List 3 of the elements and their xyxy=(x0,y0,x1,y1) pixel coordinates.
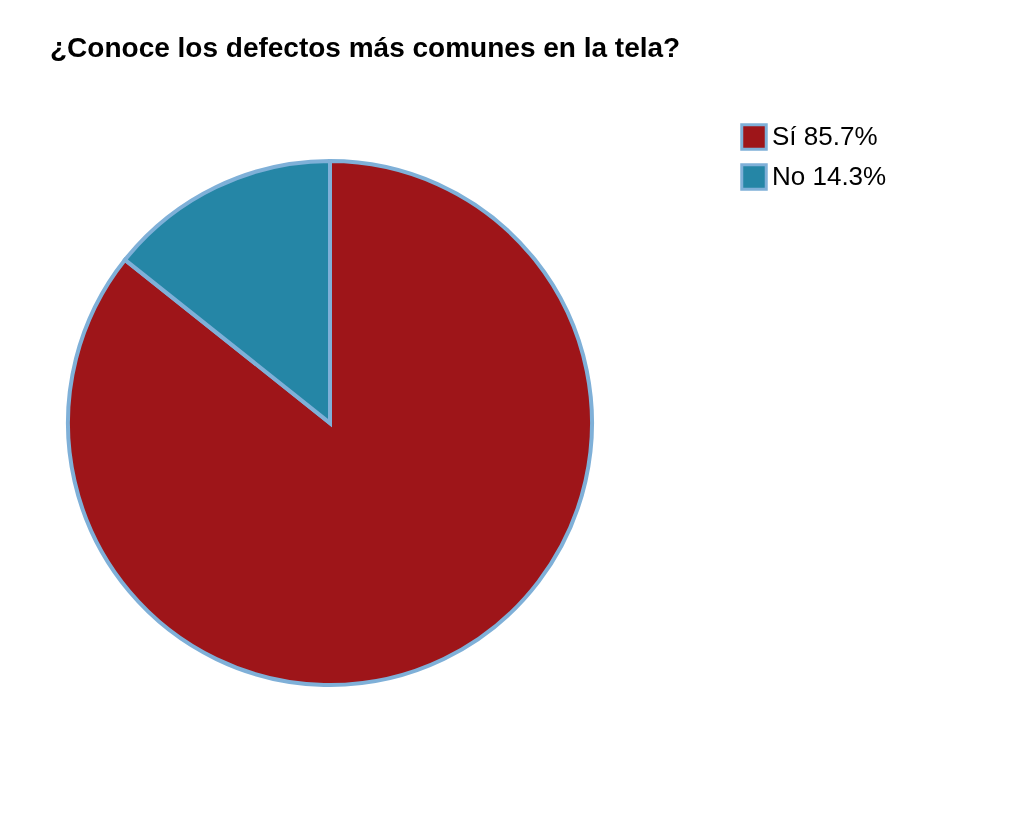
legend-label: No 14.3% xyxy=(772,161,887,191)
legend-label: Sí 85.7% xyxy=(772,121,878,151)
chart-title: ¿Conoce los defectos más comunes en la tela? xyxy=(50,32,681,63)
